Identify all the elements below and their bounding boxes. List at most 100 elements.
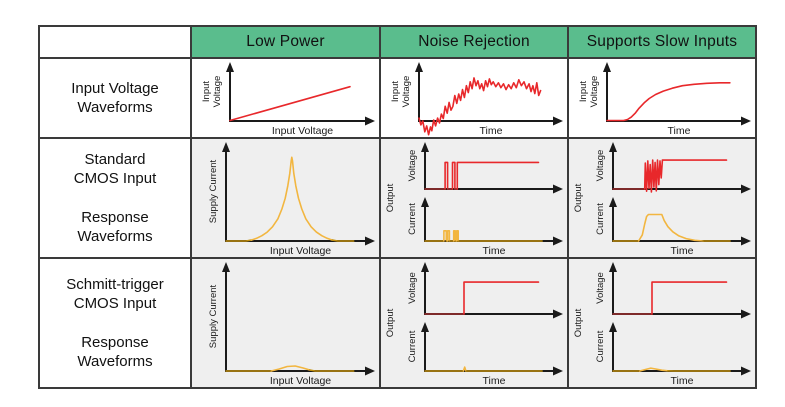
y-axis-arrow-icon xyxy=(415,62,423,72)
x-axis-arrow-icon xyxy=(553,184,563,194)
waveform-svg-standard-output-noise-rejection: Voltage Time Current Output xyxy=(385,142,563,257)
outer-y-axis-label: Output xyxy=(385,183,396,212)
waveform-svg-input-slow-supports-slow-inputs: Time Input Voltage xyxy=(578,62,751,137)
waveform-red xyxy=(643,159,728,193)
comparison-table: Low Power Noise Rejection Supports Slow … xyxy=(38,25,757,389)
waveform-svg-schmitt-output-slow-inputs: Voltage Time Current Output xyxy=(573,262,751,387)
x-axis-arrow-icon xyxy=(741,236,751,246)
waveform-yellow xyxy=(455,230,459,242)
waveform-red xyxy=(651,281,728,315)
y-axis-arrow-icon xyxy=(609,197,617,207)
y-axis-arrow-icon xyxy=(421,197,429,207)
waveform-yellow-on-axis xyxy=(331,239,355,242)
header-low-power-label: Low Power xyxy=(246,33,325,50)
x-axis-label: Input Voltage xyxy=(272,125,333,137)
y-axis-arrow-icon xyxy=(421,322,429,332)
y-axis-label: Input xyxy=(390,81,401,102)
waveform-svg-standard-output-slow-inputs: Voltage Time Current Output xyxy=(573,142,751,257)
y-axis-label: Current xyxy=(407,330,418,362)
y-axis-label: Voltage xyxy=(589,76,600,108)
y-axis-arrow-icon xyxy=(222,142,230,152)
x-axis-arrow-icon xyxy=(741,184,751,194)
y-axis-label: Input xyxy=(578,81,589,102)
y-axis-arrow-icon xyxy=(421,142,429,152)
chart-input-slow-supports-slow-inputs: Time Input Voltage xyxy=(569,59,755,137)
x-axis-arrow-icon xyxy=(553,366,563,376)
x-axis-label: Input Voltage xyxy=(270,375,331,387)
y-axis-label: Current xyxy=(595,330,606,362)
chart-schmitt-output-noise-rejection: Voltage Time Current Output xyxy=(381,259,567,387)
row-label-schmitt-trigger-cmos-input: Schmitt-trigger CMOS Input Response Wave… xyxy=(40,259,190,387)
chart-schmitt-output-slow-inputs: Voltage Time Current Output xyxy=(569,259,755,387)
chart-standard-output-slow-inputs: Voltage Time Current Output xyxy=(569,139,755,257)
x-axis-arrow-icon xyxy=(553,116,563,126)
row-label-standard-cmos-input: Standard CMOS Input Response Waveforms xyxy=(40,139,190,257)
outer-y-axis-label: Output xyxy=(573,183,584,212)
header-supports-slow-inputs: Supports Slow Inputs xyxy=(569,27,755,57)
y-axis-label: Current xyxy=(407,203,418,235)
header-noise-rejection-label: Noise Rejection xyxy=(418,33,530,50)
y-axis-label: Supply Current xyxy=(208,284,219,348)
y-axis-label: Voltage xyxy=(595,272,606,304)
x-axis-arrow-icon xyxy=(553,309,563,319)
chart-input-ramp-low-power: Input Voltage Input Voltage xyxy=(192,59,379,137)
y-axis-label: Voltage xyxy=(407,150,418,182)
chart-input-noisy-noise-rejection: Time Input Voltage xyxy=(381,59,567,137)
x-axis-label: Time xyxy=(480,125,503,137)
waveform-red xyxy=(606,81,731,122)
corner-cell xyxy=(40,27,190,57)
waveform-yellow xyxy=(639,367,669,372)
header-noise-rejection: Noise Rejection xyxy=(381,27,567,57)
waveform-svg-standard-supply-current-low-power: Input Voltage Supply Current xyxy=(208,142,375,257)
row-label-text: Standard CMOS Input Response Waveforms xyxy=(73,151,157,245)
x-axis-arrow-icon xyxy=(553,236,563,246)
x-axis-arrow-icon xyxy=(741,309,751,319)
y-axis-arrow-icon xyxy=(603,62,611,72)
header-supports-slow-inputs-label: Supports Slow Inputs xyxy=(586,33,738,50)
x-axis-label: Time xyxy=(671,375,694,387)
waveform-red xyxy=(463,281,540,315)
y-axis-label: Voltage xyxy=(595,150,606,182)
y-axis-arrow-icon xyxy=(609,322,617,332)
outer-y-axis-label: Output xyxy=(385,308,396,337)
waveform-yellow-on-axis xyxy=(225,239,253,242)
y-axis-label: Current xyxy=(595,203,606,235)
y-axis-arrow-icon xyxy=(609,142,617,152)
waveform-svg-schmitt-supply-current-low-power: Input Voltage Supply Current xyxy=(208,262,375,387)
row-label-text: Input Voltage Waveforms xyxy=(71,79,159,116)
y-axis-label: Input xyxy=(201,81,212,102)
waveform-yellow xyxy=(270,365,311,372)
x-axis-arrow-icon xyxy=(365,116,375,126)
y-axis-arrow-icon xyxy=(421,262,429,272)
y-axis-arrow-icon xyxy=(609,262,617,272)
waveform-svg-input-noisy-noise-rejection: Time Input Voltage xyxy=(390,62,563,137)
y-axis-arrow-icon xyxy=(222,262,230,272)
y-axis-label: Voltage xyxy=(212,76,223,108)
waveform-red xyxy=(444,161,449,190)
y-axis-arrow-icon xyxy=(226,62,234,72)
x-axis-arrow-icon xyxy=(365,366,375,376)
waveform-yellow xyxy=(443,230,448,242)
y-axis-label: Voltage xyxy=(407,272,418,304)
waveform-red xyxy=(229,85,351,122)
waveform-yellow xyxy=(446,230,451,242)
waveform-red xyxy=(456,161,540,190)
row-label-text: Schmitt-trigger CMOS Input Response Wave… xyxy=(66,276,164,370)
y-axis-label: Voltage xyxy=(401,76,412,108)
x-axis-label: Input Voltage xyxy=(270,245,331,257)
x-axis-label: Time xyxy=(483,375,506,387)
waveform-yellow xyxy=(250,156,334,241)
x-axis-label: Time xyxy=(483,245,506,257)
waveform-svg-input-ramp-low-power: Input Voltage Input Voltage xyxy=(201,62,375,137)
row-label-input-voltage-waveforms: Input Voltage Waveforms xyxy=(40,59,190,137)
waveform-red xyxy=(451,161,456,190)
waveform-yellow-on-axis xyxy=(309,369,355,372)
waveform-svg-schmitt-output-noise-rejection: Voltage Time Current Output xyxy=(385,262,563,387)
x-axis-arrow-icon xyxy=(365,236,375,246)
chart-standard-output-noise-rejection: Voltage Time Current Output xyxy=(381,139,567,257)
chart-schmitt-supply-current-low-power: Input Voltage Supply Current xyxy=(192,259,379,387)
waveform-yellow xyxy=(452,230,457,242)
waveform-yellow xyxy=(637,213,705,242)
x-axis-arrow-icon xyxy=(741,116,751,126)
